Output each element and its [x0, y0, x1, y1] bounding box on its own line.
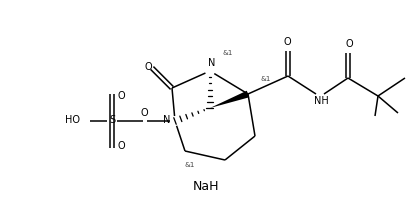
Text: NH: NH [314, 96, 328, 106]
Text: O: O [144, 62, 152, 72]
Text: &1: &1 [185, 162, 195, 168]
Text: O: O [283, 37, 291, 47]
Text: O: O [117, 141, 125, 151]
Text: S: S [109, 115, 115, 125]
Text: HO: HO [65, 115, 80, 125]
Text: O: O [345, 39, 353, 49]
Text: O: O [117, 91, 125, 101]
Text: N: N [163, 115, 171, 125]
Text: O: O [140, 108, 148, 118]
Text: &1: &1 [261, 76, 271, 82]
Text: &1: &1 [223, 50, 233, 56]
Text: NaH: NaH [193, 179, 219, 192]
Text: N: N [208, 58, 216, 68]
Polygon shape [210, 91, 249, 108]
